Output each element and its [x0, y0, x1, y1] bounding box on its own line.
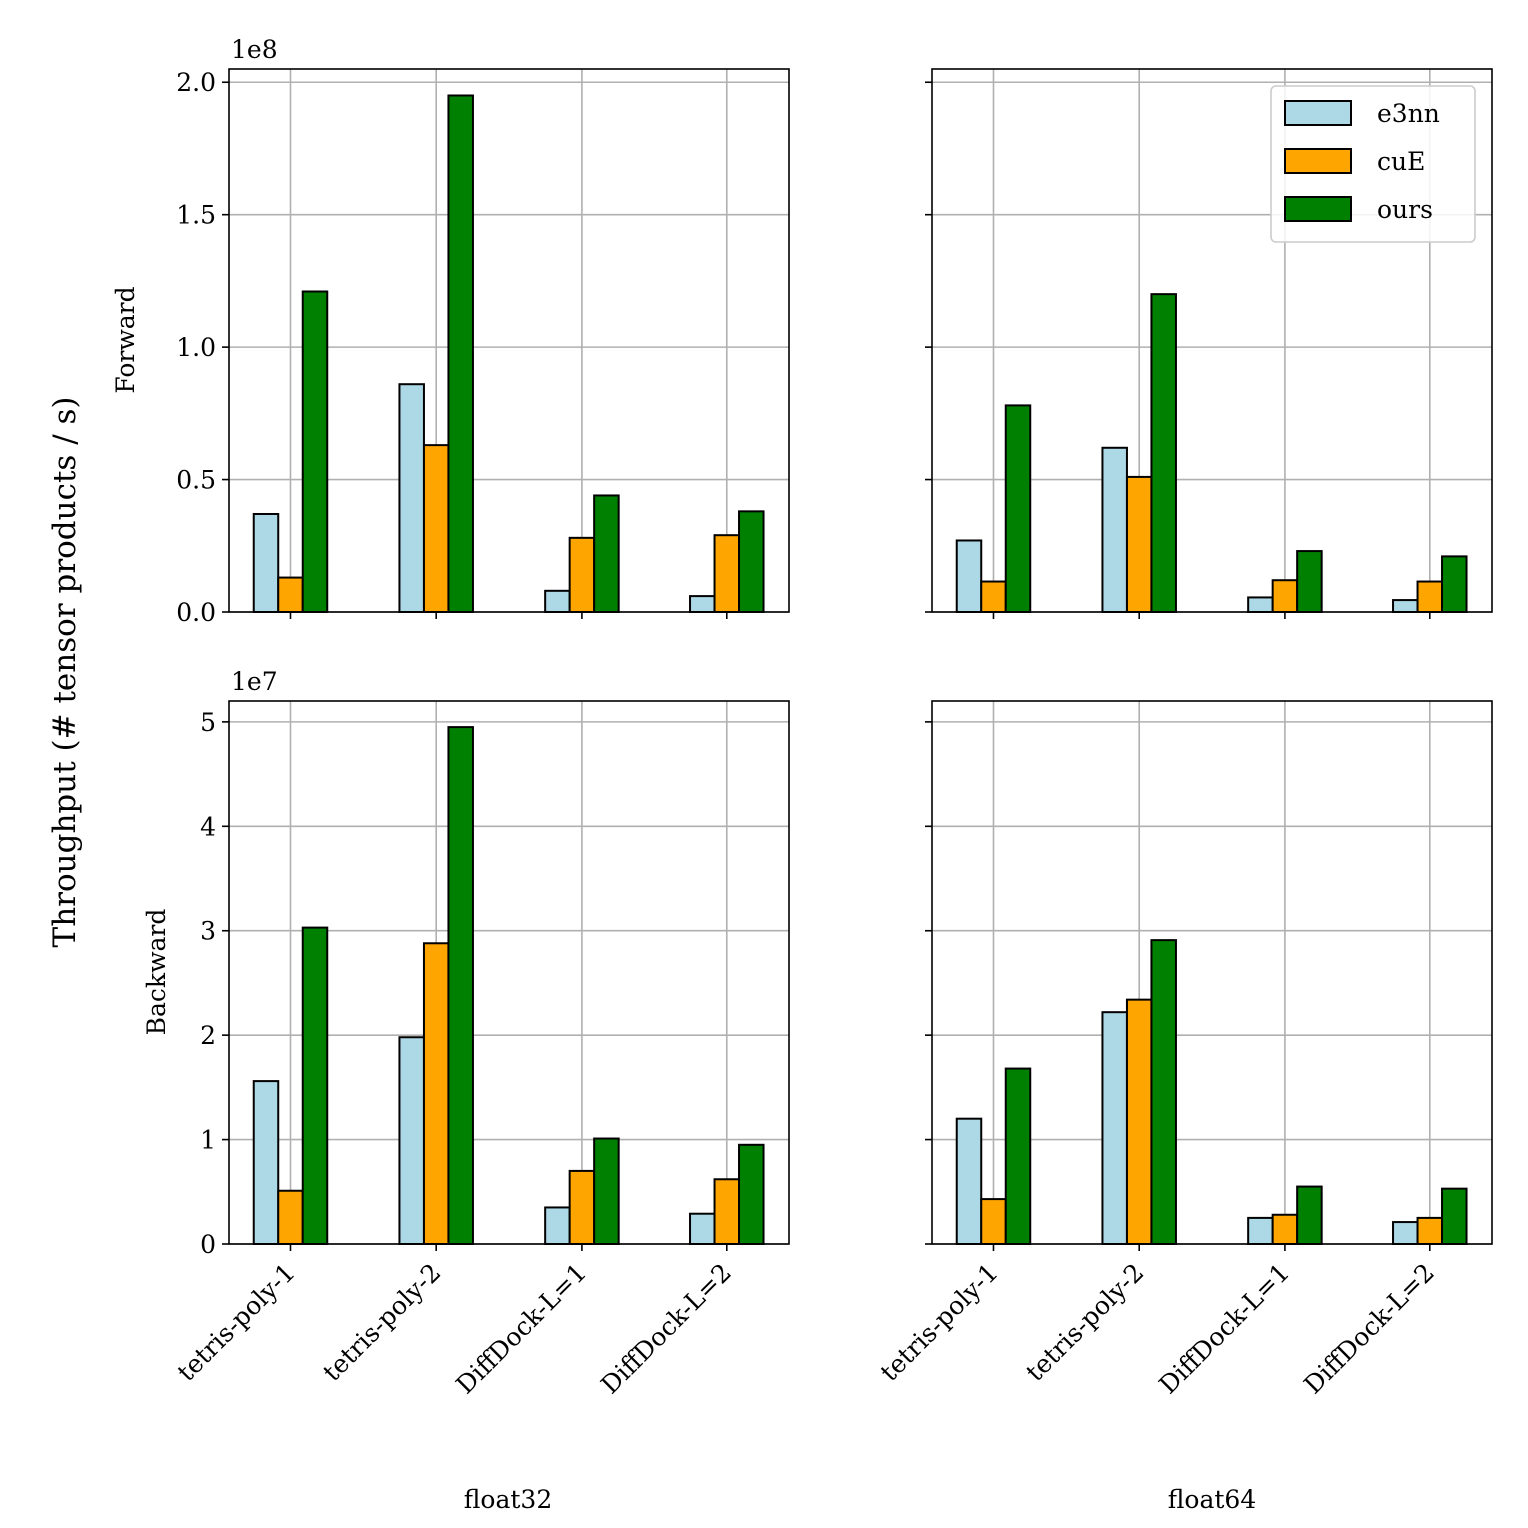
backward-float32-bar-cue-diffdock-l-1 — [568, 1169, 596, 1245]
backward-float32-ytick-label: 1 — [200, 1126, 216, 1155]
backward-float32-bar-e3nn-diffdock-l-1 — [544, 1206, 571, 1245]
backward-float32-bar-ours-diffdock-l-1 — [593, 1137, 620, 1246]
backward-float32-ytick-label: 5 — [200, 708, 216, 737]
forward-float64-bar-ours-diffdock-l-2 — [1441, 555, 1468, 613]
backward-float32-bar-cue-tetris-poly-2 — [422, 942, 450, 1245]
forward-float64-bar-ours-diffdock-l-1 — [1296, 550, 1323, 614]
forward-float32-bar-cue-diffdock-l-1 — [568, 536, 596, 614]
forward-float32-bar-ours-diffdock-l-2 — [738, 510, 765, 613]
bars-layer — [252, 94, 1468, 1246]
legend-swatch-ours — [1284, 196, 1352, 222]
figure-ylabel: Throughput (# tensor products / s) — [47, 397, 83, 948]
forward-float64-bar-cue-diffdock-l-1 — [1271, 579, 1299, 614]
backward-float64-xtick-label-tetris-poly-1: tetris-poly-1 — [875, 1258, 1004, 1387]
legend-label-e3nn: e3nn — [1377, 99, 1440, 128]
backward-float32-ytick-label: 4 — [200, 812, 216, 841]
backward-float32-bar-cue-diffdock-l-2 — [713, 1178, 741, 1245]
forward-float32-bar-e3nn-diffdock-l-2 — [689, 595, 716, 613]
backward-float32-bar-e3nn-tetris-poly-1 — [252, 1080, 280, 1245]
backward-float64-bar-ours-diffdock-l-2 — [1441, 1187, 1468, 1245]
backward-float32-bar-ours-diffdock-l-2 — [738, 1143, 765, 1246]
backward-float32-ytick-label: 2 — [200, 1021, 216, 1050]
forward-float32-ytick-label: 0.5 — [176, 466, 216, 495]
backward-float32-bar-ours-tetris-poly-1 — [301, 926, 329, 1245]
forward-float32-ytick-label: 2.0 — [176, 68, 216, 97]
labels-layer: Throughput (# tensor products / s) Forwa… — [47, 35, 1440, 1514]
backward-float64-bar-ours-tetris-poly-1 — [1004, 1067, 1032, 1245]
backward-float64-axes-frame — [931, 700, 1493, 1245]
backward-float32-xtick-label-diffdock-l-2: DiffDock-L=2 — [595, 1258, 737, 1400]
forward-float32-bar-e3nn-tetris-poly-2 — [398, 383, 425, 613]
grid-layer — [229, 69, 1492, 1245]
backward-float64-xtick-label-diffdock-l-1: DiffDock-L=1 — [1153, 1258, 1295, 1400]
forward-float32-bar-cue-tetris-poly-1 — [277, 576, 304, 614]
forward-float32-ytick-label: 1.0 — [176, 333, 216, 362]
forward-float32-bar-ours-tetris-poly-1 — [301, 290, 329, 613]
forward-float32-bar-cue-tetris-poly-2 — [422, 444, 450, 613]
legend: e3nn cuE ours — [1270, 85, 1476, 243]
backward-float64-xtick-label-diffdock-l-2: DiffDock-L=2 — [1298, 1258, 1440, 1400]
backward-float32-bar-cue-tetris-poly-1 — [277, 1189, 304, 1246]
backward-float64-bar-ours-diffdock-l-1 — [1296, 1185, 1323, 1245]
backward-float32-axes-frame — [228, 700, 790, 1245]
backward-float64-bar-e3nn-tetris-poly-2 — [1101, 1011, 1128, 1246]
forward-multiplier: 1e8 — [231, 35, 278, 64]
backward-float32-xtick-label-tetris-poly-1: tetris-poly-1 — [172, 1258, 301, 1387]
forward-float32-bar-e3nn-diffdock-l-1 — [544, 589, 571, 613]
backward-float64-bar-cue-diffdock-l-1 — [1271, 1213, 1299, 1246]
forward-float32-bar-ours-diffdock-l-1 — [593, 494, 620, 613]
forward-float64-bar-ours-tetris-poly-1 — [1004, 404, 1032, 613]
backward-float64-bar-e3nn-tetris-poly-1 — [955, 1117, 983, 1245]
forward-float64-bar-ours-tetris-poly-2 — [1150, 293, 1177, 613]
backward-float32-bar-e3nn-tetris-poly-2 — [398, 1036, 425, 1245]
forward-float32-ytick-label: 1.5 — [176, 201, 216, 230]
forward-float64-bar-e3nn-tetris-poly-2 — [1101, 446, 1128, 613]
forward-float64-bar-cue-diffdock-l-2 — [1416, 580, 1444, 613]
forward-float64-bar-e3nn-tetris-poly-1 — [955, 539, 983, 613]
backward-float64-bar-ours-tetris-poly-2 — [1150, 939, 1177, 1245]
backward-float32-bar-ours-tetris-poly-2 — [447, 726, 474, 1245]
backward-float64-bar-cue-tetris-poly-1 — [980, 1198, 1007, 1245]
backward-float64-bar-e3nn-diffdock-l-2 — [1392, 1221, 1419, 1246]
forward-float64-axes-frame — [931, 68, 1493, 613]
backward-multiplier: 1e7 — [231, 667, 278, 696]
legend-swatch-e3nn — [1284, 100, 1352, 126]
forward-float64-bar-cue-tetris-poly-2 — [1125, 475, 1153, 613]
backward-float64-bar-cue-diffdock-l-2 — [1416, 1216, 1444, 1246]
backward-float32-xtick-label-tetris-poly-2: tetris-poly-2 — [317, 1258, 446, 1387]
forward-float32-bar-cue-diffdock-l-2 — [713, 534, 741, 613]
row-label-backward: Backward — [142, 909, 171, 1036]
forward-float32-bar-e3nn-tetris-poly-1 — [252, 512, 280, 613]
col-label-float32: float32 — [464, 1485, 553, 1514]
backward-float32-ytick-label: 0 — [200, 1230, 216, 1259]
forward-float32-ytick-label: 0.0 — [176, 598, 216, 627]
forward-float32-axes-frame — [228, 68, 790, 613]
forward-float64-bar-e3nn-diffdock-l-2 — [1392, 599, 1419, 614]
backward-float32-ytick-label: 3 — [200, 917, 216, 946]
forward-float64-bar-cue-tetris-poly-1 — [980, 580, 1007, 613]
backward-float64-bar-e3nn-diffdock-l-1 — [1247, 1216, 1274, 1246]
legend-label-cue: cuE — [1377, 147, 1425, 176]
backward-float32-xtick-label-diffdock-l-1: DiffDock-L=1 — [450, 1258, 592, 1400]
col-label-float64: float64 — [1168, 1485, 1257, 1514]
backward-float64-xtick-label-tetris-poly-2: tetris-poly-2 — [1020, 1258, 1149, 1387]
frames-layer — [222, 68, 1493, 1251]
forward-float32-bar-ours-tetris-poly-2 — [447, 94, 474, 614]
legend-swatch-cue — [1284, 148, 1352, 174]
backward-float64-bar-cue-tetris-poly-2 — [1125, 998, 1153, 1246]
backward-float32-bar-e3nn-diffdock-l-2 — [689, 1212, 716, 1245]
legend-label-ours: ours — [1377, 195, 1433, 224]
row-label-forward: Forward — [111, 286, 140, 393]
forward-float64-bar-e3nn-diffdock-l-1 — [1247, 596, 1274, 613]
